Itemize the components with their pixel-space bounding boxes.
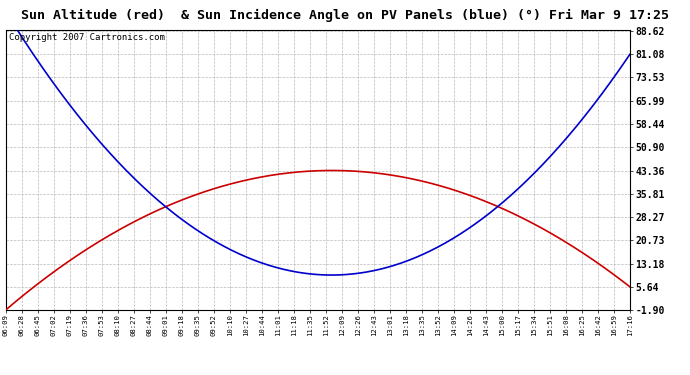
Text: Copyright 2007 Cartronics.com: Copyright 2007 Cartronics.com <box>9 33 164 42</box>
Text: Sun Altitude (red)  & Sun Incidence Angle on PV Panels (blue) (°) Fri Mar 9 17:2: Sun Altitude (red) & Sun Incidence Angle… <box>21 9 669 21</box>
